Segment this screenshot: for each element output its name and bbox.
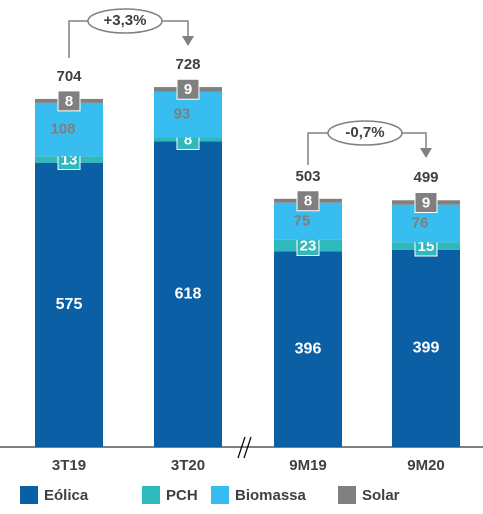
legend-swatch <box>211 486 229 504</box>
label-box <box>414 191 438 213</box>
bar-segment <box>154 141 222 447</box>
x-tick-label: 9M20 <box>407 457 445 474</box>
x-tick-label: 3T19 <box>52 457 86 474</box>
annotation-bracket <box>68 8 432 165</box>
label-box <box>57 90 81 112</box>
total-label: 503 <box>295 168 320 185</box>
legend-label: Biomassa <box>235 487 307 504</box>
bar-segment <box>35 162 103 447</box>
total-label: 704 <box>56 68 82 85</box>
label-box <box>296 190 320 212</box>
annotation: -0,7% <box>345 124 384 141</box>
data-label: 9 <box>184 81 192 98</box>
data-label: 23 <box>300 237 317 254</box>
bar-segment <box>274 251 342 447</box>
x-tick-label: 3T20 <box>171 457 205 474</box>
data-label: 108 <box>50 121 75 138</box>
total-label: 499 <box>413 169 438 186</box>
annotation: +3,3% <box>104 12 147 29</box>
data-label: 399 <box>413 340 440 357</box>
legend-label: Solar <box>362 487 400 504</box>
data-label: 76 <box>412 214 429 231</box>
legend-label: PCH <box>166 487 198 504</box>
legend-swatch <box>338 486 356 504</box>
data-label: 8 <box>65 93 73 110</box>
bar-segment <box>392 249 460 447</box>
data-label: 9 <box>422 194 430 211</box>
label-box <box>176 78 200 100</box>
bar-segment <box>35 102 103 157</box>
data-label: 8 <box>304 193 312 210</box>
data-label: 93 <box>174 105 191 122</box>
data-label: 8 <box>184 131 192 148</box>
legend-label: Eólica <box>44 487 89 504</box>
data-label: 618 <box>175 285 202 302</box>
total-label: 728 <box>175 56 200 73</box>
data-label: 575 <box>56 296 83 313</box>
x-tick-label: 9M19 <box>289 457 327 474</box>
data-label: 75 <box>294 212 311 229</box>
legend-swatch <box>142 486 160 504</box>
legend-swatch <box>20 486 38 504</box>
data-label: 396 <box>295 340 322 357</box>
axis-break <box>237 436 252 459</box>
